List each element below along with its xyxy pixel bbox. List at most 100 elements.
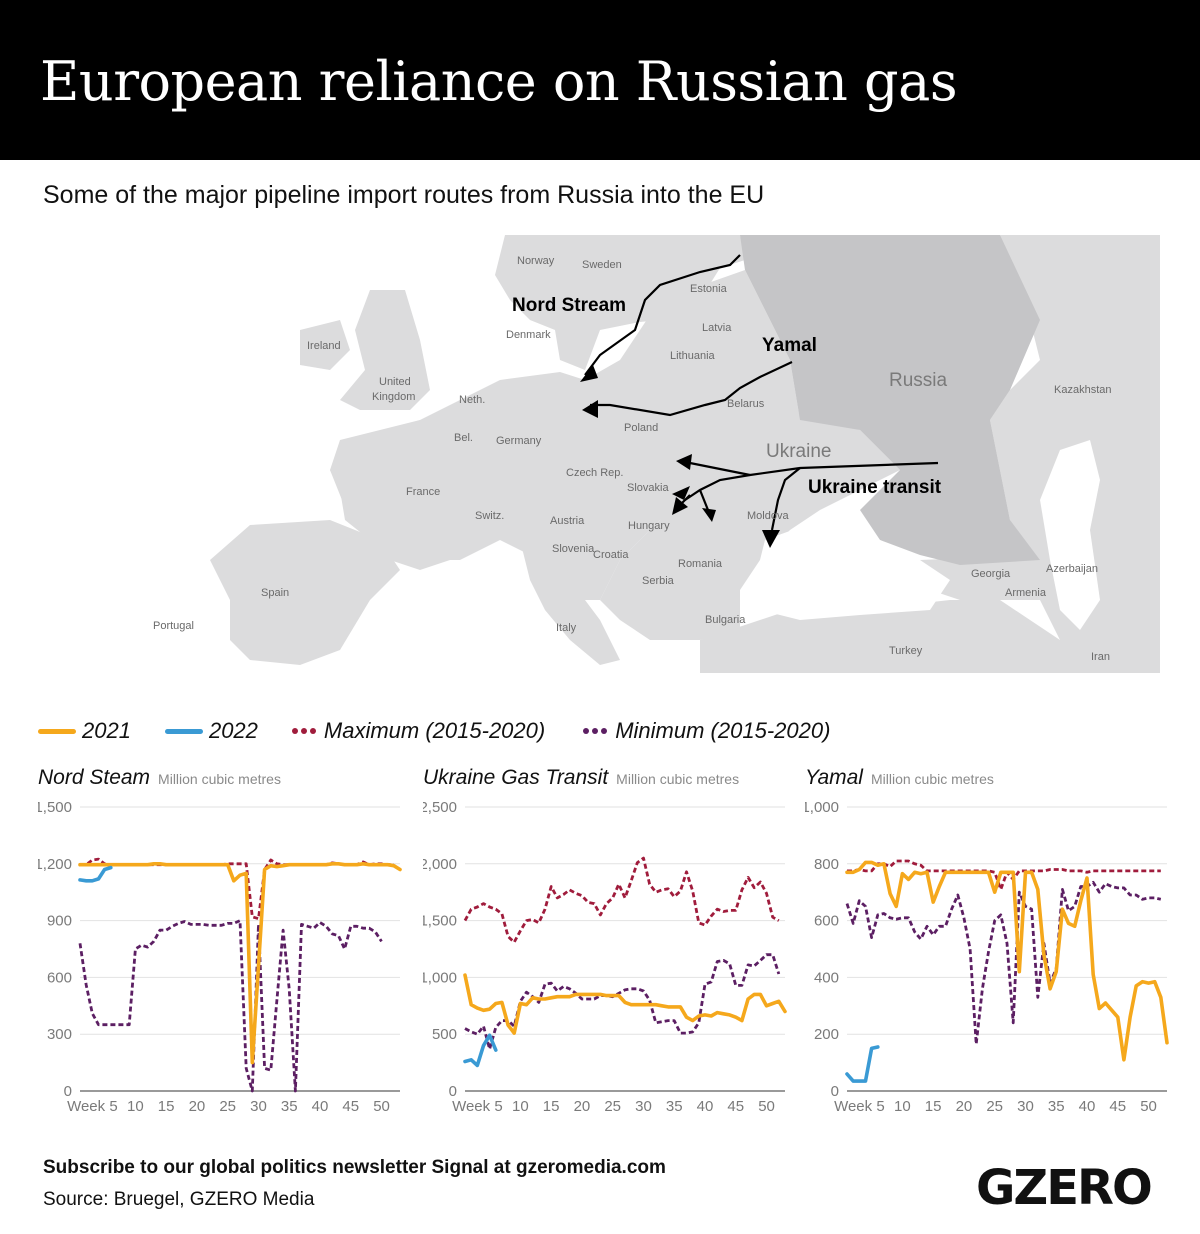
series-line-2021 xyxy=(463,973,787,1035)
x-tick-label: 35 xyxy=(666,1098,683,1115)
series-line-2021 xyxy=(78,862,402,1065)
series-line-maximum-2015-2020- xyxy=(847,859,1161,891)
legend-item-maximum: Maximum (2015-2020) xyxy=(291,718,545,744)
series-line-minimum-2015-2020- xyxy=(78,919,383,1093)
country-label: Belarus xyxy=(727,398,765,410)
series-line-2021 xyxy=(845,860,1169,1062)
x-tick-label: 15 xyxy=(925,1098,942,1115)
pipeline-route-label: Nord Stream xyxy=(512,295,627,316)
country-label-large: Ukraine xyxy=(766,441,832,462)
country-label: Portugal xyxy=(153,620,194,632)
x-tick-label: Week 5 xyxy=(834,1098,885,1115)
line-chart: 0 300 600 900 1,200 1,500 Week 5 10 15 20 25 30 35 40… xyxy=(38,799,402,1115)
country-label: Lithuania xyxy=(670,350,715,362)
country-label: Sweden xyxy=(582,259,622,271)
y-tick-label: 2,500 xyxy=(423,799,457,816)
legend-item-2022: 2022 xyxy=(164,718,258,744)
x-tick-label: 15 xyxy=(543,1098,560,1115)
country-label: Moldova xyxy=(747,510,789,522)
map-shapes xyxy=(150,235,1160,673)
pipeline-map: Norway Sweden Estonia Denmark Latvia Ireland L… xyxy=(150,235,1160,673)
country-label: Iran xyxy=(1091,651,1110,663)
country-label: Bulgaria xyxy=(705,614,746,626)
country-label: Hungary xyxy=(628,520,670,532)
source-note: Source: Bruegel, GZERO Media xyxy=(43,1189,315,1210)
x-tick-label: 50 xyxy=(373,1098,390,1115)
gzero-logo: GZERO xyxy=(976,1160,1153,1216)
y-tick-label: 0 xyxy=(831,1083,839,1100)
y-tick-label: 600 xyxy=(47,969,72,986)
chart-nord-stream: Nord Steam Million cubic metres 0 300 600 90… xyxy=(38,760,408,1120)
country-label: Azerbaijan xyxy=(1046,563,1098,575)
y-tick-label: 200 xyxy=(814,1026,839,1043)
country-label: Norway xyxy=(517,255,555,267)
x-tick-label: 25 xyxy=(219,1098,236,1115)
country-label: Croatia xyxy=(593,549,629,561)
country-label: Spain xyxy=(261,587,290,599)
country-label: Ireland xyxy=(307,340,341,352)
legend-line-icon xyxy=(38,728,76,734)
country-label: Italy xyxy=(556,622,577,634)
chart-ukraine-gas-transit: Ukraine Gas Transit Million cubic metres … xyxy=(423,760,793,1120)
x-tick-label: 10 xyxy=(894,1098,911,1115)
country-label: Slovenia xyxy=(552,543,595,555)
x-tick-label: 50 xyxy=(1140,1098,1157,1115)
y-tick-label: 2,000 xyxy=(423,856,457,873)
x-tick-label: 20 xyxy=(189,1098,206,1115)
map-subtitle: Some of the major pipeline import routes… xyxy=(43,181,765,209)
country-label: Denmark xyxy=(506,329,551,341)
series-line-2022 xyxy=(78,865,113,883)
country-label: Kazakhstan xyxy=(1054,384,1112,396)
y-tick-label: 1,000 xyxy=(805,799,839,816)
x-tick-label: 40 xyxy=(697,1098,714,1115)
x-tick-label: 30 xyxy=(250,1098,267,1115)
x-tick-label: 25 xyxy=(986,1098,1003,1115)
chart-title: Nord Steam Million cubic metres xyxy=(38,766,281,789)
y-tick-label: 1,200 xyxy=(38,856,72,873)
y-tick-label: 1,000 xyxy=(423,969,457,986)
country-label: Georgia xyxy=(971,568,1011,580)
y-tick-label: 0 xyxy=(449,1083,457,1100)
x-tick-label: 45 xyxy=(727,1098,744,1115)
line-chart: 0 500 1,000 1,500 2,000 2,500 Week 5 10 15 20 25 30… xyxy=(423,799,787,1115)
x-tick-label: 20 xyxy=(956,1098,973,1115)
country-label: Slovakia xyxy=(627,482,669,494)
country-label: Poland xyxy=(624,422,659,434)
x-tick-label: 25 xyxy=(604,1098,621,1115)
y-tick-label: 0 xyxy=(64,1083,72,1100)
country-label: Latvia xyxy=(702,322,732,334)
series-line-maximum-2015-2020- xyxy=(463,856,780,944)
country-label: Serbia xyxy=(642,575,674,587)
y-tick-label: 900 xyxy=(47,913,72,930)
page-title: European reliance on Russian gas xyxy=(40,50,958,113)
x-tick-label: 45 xyxy=(1109,1098,1126,1115)
y-tick-label: 400 xyxy=(814,969,839,986)
country-label: Estonia xyxy=(690,283,727,295)
country-label: Switz. xyxy=(475,510,505,522)
country-label-large: Russia xyxy=(889,370,948,391)
country-label: Neth. xyxy=(459,394,486,406)
series-line-2022 xyxy=(845,1045,880,1083)
x-tick-label: 40 xyxy=(1079,1098,1096,1115)
x-tick-label: 40 xyxy=(312,1098,329,1115)
y-tick-label: 600 xyxy=(814,913,839,930)
country-label: United xyxy=(379,376,411,388)
x-tick-label: 35 xyxy=(281,1098,298,1115)
country-label: Armenia xyxy=(1005,587,1046,599)
legend-item-minimum: Minimum (2015-2020) xyxy=(583,718,830,744)
series-line-minimum-2015-2020- xyxy=(845,880,1162,1046)
x-tick-label: 15 xyxy=(158,1098,175,1115)
country-label: Romania xyxy=(678,558,723,570)
x-tick-label: 35 xyxy=(1048,1098,1065,1115)
y-tick-label: 500 xyxy=(432,1026,457,1043)
series-line-maximum-2015-2020- xyxy=(80,857,394,921)
country-label: Turkey xyxy=(889,645,923,657)
x-tick-label: 30 xyxy=(1017,1098,1034,1115)
country-label: Czech Rep. xyxy=(566,467,624,479)
pipeline-route-label: Yamal xyxy=(762,335,817,356)
legend-line-icon xyxy=(164,728,203,734)
x-tick-label: 20 xyxy=(574,1098,591,1115)
legend-dotted-icon xyxy=(583,728,610,734)
x-tick-label: 10 xyxy=(512,1098,529,1115)
y-tick-label: 1,500 xyxy=(423,913,457,930)
